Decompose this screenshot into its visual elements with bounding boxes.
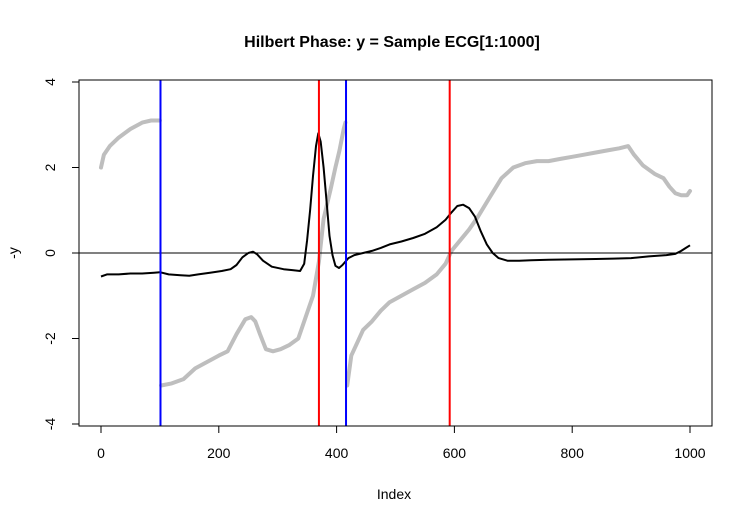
plot-frame	[78, 79, 713, 427]
phase-line-segment-1	[99, 118, 162, 170]
x-tick-label: 1000	[674, 445, 705, 461]
y-tick-label: -4	[42, 418, 58, 431]
y-tick-label: 0	[42, 249, 58, 257]
axes: 0 200 400 600 800 1000 -4 -2 0 2 4	[42, 78, 706, 461]
y-tick-label: 4	[42, 78, 58, 86]
x-tick-label: 600	[443, 445, 467, 461]
x-tick-label: 0	[97, 445, 105, 461]
plot-area	[79, 80, 712, 426]
y-axis-label: -y	[5, 247, 21, 259]
x-tick-label: 800	[561, 445, 585, 461]
phase-line-segment-2	[159, 120, 348, 388]
x-tick-label: 400	[325, 445, 349, 461]
chart-title: Hilbert Phase: y = Sample ECG[1:1000]	[244, 34, 540, 51]
y-tick-label: -2	[42, 332, 58, 345]
y-tick-label: 2	[42, 163, 58, 171]
signal-line	[100, 132, 691, 278]
x-axis-label: Index	[377, 486, 411, 502]
phase-line-segment-3	[345, 144, 692, 388]
x-tick-label: 200	[207, 445, 231, 461]
